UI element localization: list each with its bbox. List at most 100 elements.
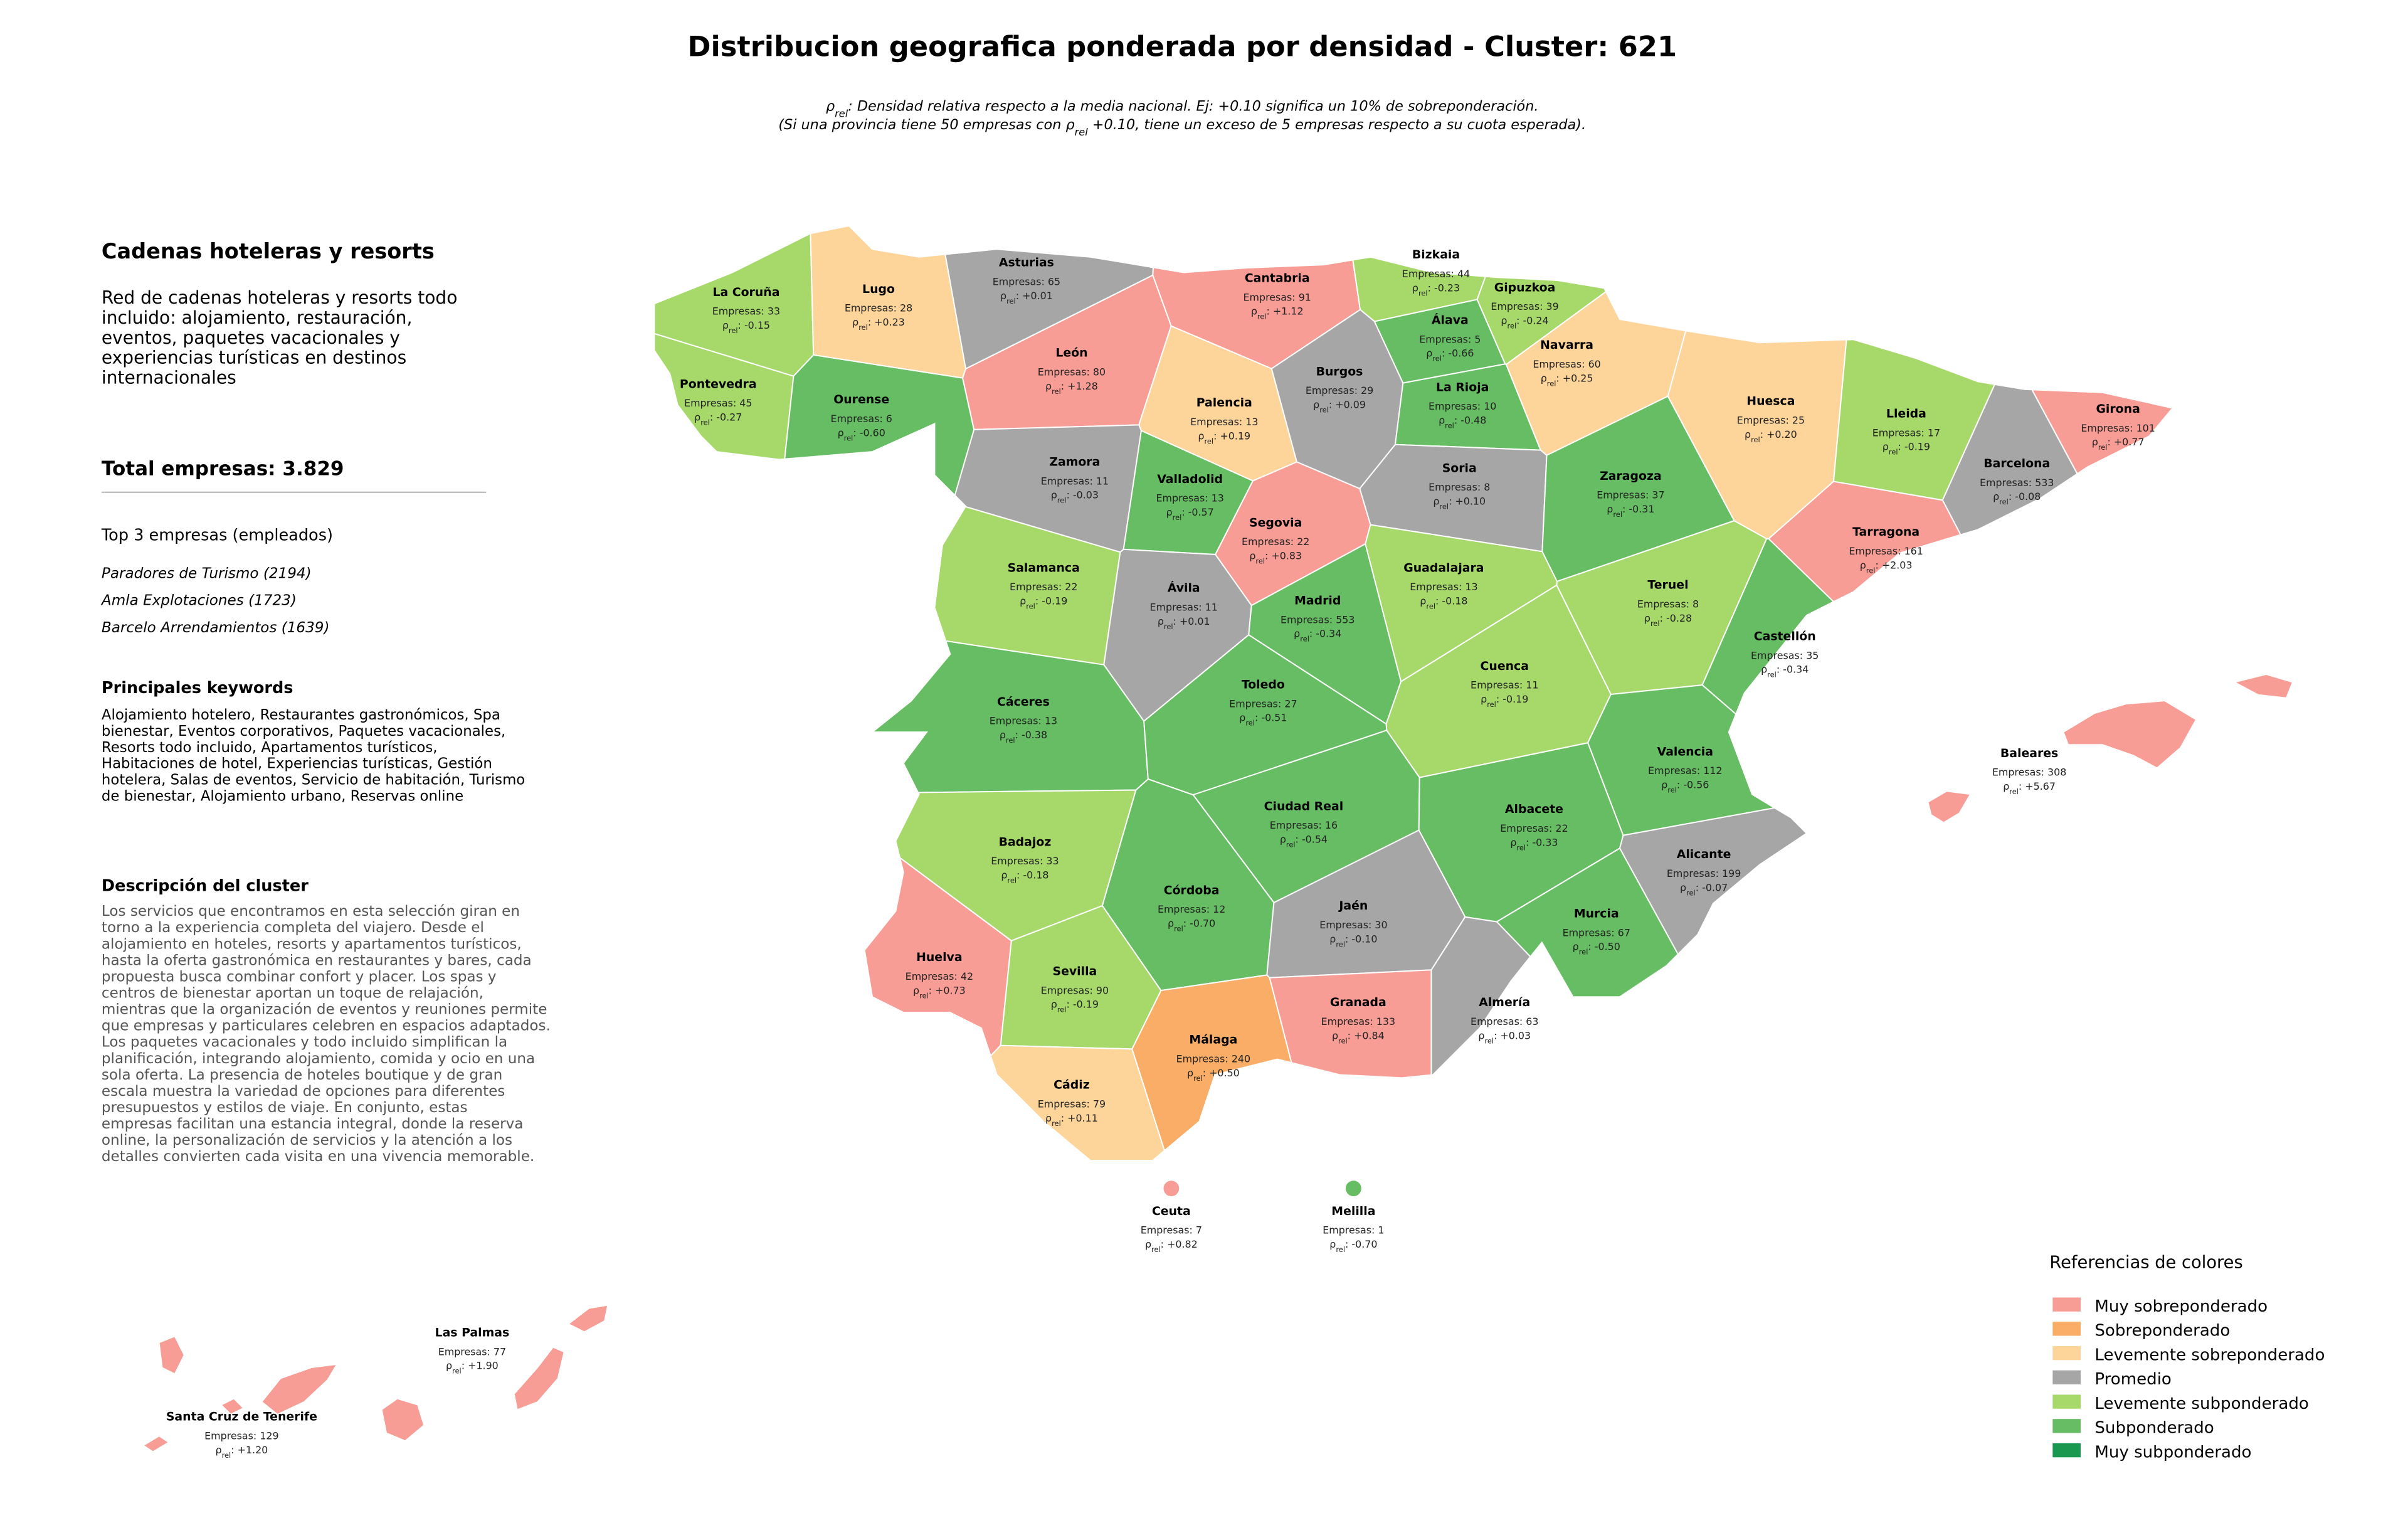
province-name: Las Palmas xyxy=(435,1326,510,1340)
count-prefix: Empresas: xyxy=(1471,679,1526,691)
rho-symbol: ρ xyxy=(1249,549,1255,561)
rho-subscript: rel xyxy=(1866,566,1876,575)
province-count: Empresas: 29 xyxy=(1306,385,1373,396)
province-name: Lugo xyxy=(862,282,895,296)
rho-separator: : xyxy=(1161,1238,1167,1250)
province-rho: ρrel: -0.27 xyxy=(694,411,742,427)
province-rho: ρrel: -0.19 xyxy=(1883,441,1930,457)
province-name: Asturias xyxy=(999,256,1054,270)
rho-subscript: rel xyxy=(858,323,868,332)
rho-symbol: ρ xyxy=(838,427,844,438)
summary-line: eventos, paquetes vacacionales y xyxy=(102,327,400,348)
province-name: Ávila xyxy=(1168,581,1200,595)
province-rho: ρrel: -0.70 xyxy=(1329,1238,1377,1254)
rho-separator: : xyxy=(1696,881,1702,893)
top-title: Top 3 empresas (empleados) xyxy=(101,526,333,545)
rho-symbol: ρ xyxy=(694,411,700,423)
province-rho: ρrel: -0.60 xyxy=(838,427,885,442)
province-rho: ρrel: +0.83 xyxy=(1249,549,1302,565)
province-name: Burgos xyxy=(1316,364,1363,378)
description-line: alojamiento en hoteles, resorts y aparta… xyxy=(102,936,522,952)
rho-symbol: ρ xyxy=(1020,595,1026,607)
province-name: Segovia xyxy=(1249,516,1302,529)
province-name: Bizkaia xyxy=(1412,248,1460,262)
count-value: 240 xyxy=(1232,1053,1250,1065)
province-count: Empresas: 16 xyxy=(1270,819,1338,831)
description-line: torno a la experiencia completa del viaj… xyxy=(102,920,484,936)
count-value: 8 xyxy=(1484,481,1490,493)
rho-value: +0.09 xyxy=(1335,399,1366,411)
total: Total empresas: 3.829 xyxy=(102,457,344,480)
province-rho: ρrel: +0.11 xyxy=(1045,1112,1098,1128)
rho-symbol: ρ xyxy=(1661,778,1667,790)
rho-separator: : xyxy=(1898,441,1904,453)
count-prefix: Empresas: xyxy=(1321,1016,1376,1027)
province-name: La Coruña xyxy=(712,285,779,299)
rho-value: -0.70 xyxy=(1190,917,1215,929)
description-line: empresas facilitan una estancia integral… xyxy=(102,1116,524,1132)
province-name: Gipuzkoa xyxy=(1494,280,1556,294)
rho-subscript: rel xyxy=(1686,888,1696,897)
rho-subscript: rel xyxy=(1052,387,1061,396)
province-name: Cuenca xyxy=(1481,659,1529,673)
province-rho: ρrel: -0.15 xyxy=(722,319,770,335)
rho-value: +0.50 xyxy=(1209,1067,1240,1079)
province-rho: ρrel: +1.12 xyxy=(1251,305,1304,321)
count-value: 5 xyxy=(1474,333,1481,345)
province-count: Empresas: 44 xyxy=(1402,268,1470,280)
province-name: Valencia xyxy=(1657,745,1713,758)
count-value: 11 xyxy=(1205,601,1218,613)
province-count: Empresas: 60 xyxy=(1533,358,1600,370)
province-rho: ρrel: +1.20 xyxy=(216,1444,268,1460)
rho-separator: : xyxy=(738,319,744,331)
rho-separator: : xyxy=(1061,380,1067,392)
description-line: propuesta busca combinar confort y place… xyxy=(102,968,497,985)
province-name: Cantabria xyxy=(1245,271,1310,285)
rho-symbol: ρ xyxy=(1294,628,1300,640)
rho-subscript: rel xyxy=(1516,843,1526,852)
rho-symbol: ρ xyxy=(1607,503,1613,515)
rho-value: -0.48 xyxy=(1460,414,1486,426)
rho-value: -0.57 xyxy=(1188,506,1214,518)
rho-subscript: rel xyxy=(1667,785,1677,794)
rho-subscript: rel xyxy=(1319,406,1329,415)
province-count: Empresas: 28 xyxy=(845,302,912,314)
province-name: Santa Cruz de Tenerife xyxy=(166,1410,317,1424)
summary-line: experiencias turísticas en destinos xyxy=(102,348,406,368)
rho-separator: : xyxy=(1516,315,1523,327)
province-name: Almería xyxy=(1479,995,1530,1009)
province-count: Empresas: 33 xyxy=(712,305,780,317)
rho-separator: : xyxy=(1345,1238,1351,1250)
rho-symbol: ρ xyxy=(1644,612,1650,624)
rho-symbol: ρ xyxy=(1478,1029,1484,1041)
count-value: 308 xyxy=(2047,767,2066,778)
count-prefix: Empresas: xyxy=(991,855,1046,867)
rho-separator: : xyxy=(1454,414,1460,426)
count-value: 199 xyxy=(1722,867,1741,879)
rho-separator: : xyxy=(1329,399,1335,411)
province-count: Empresas: 22 xyxy=(1242,536,1309,548)
rho-subscript: rel xyxy=(1889,448,1898,457)
rho-value: +5.67 xyxy=(2025,780,2056,792)
rho-value: -0.07 xyxy=(1702,881,1728,893)
rho-value: +1.12 xyxy=(1273,305,1304,317)
rho-value: +0.83 xyxy=(1271,549,1302,561)
keywords-line: bienestar, Eventos corporativos, Paquete… xyxy=(102,723,505,740)
rho-subscript: rel xyxy=(1579,948,1588,957)
legend-label: Promedio xyxy=(2094,1370,2172,1389)
province-rho: ρrel: +0.20 xyxy=(1745,428,1797,444)
rho-symbol: ρ xyxy=(1051,489,1057,501)
count-value: 30 xyxy=(1375,919,1387,931)
rho-symbol: ρ xyxy=(722,319,729,331)
description-line: sola oferta. La presencia de hoteles bou… xyxy=(102,1067,502,1083)
rho-value: -0.15 xyxy=(744,319,770,331)
count-prefix: Empresas: xyxy=(1319,919,1375,931)
count-prefix: Empresas: xyxy=(1849,545,1904,557)
rho-symbol: ρ xyxy=(1761,664,1767,676)
map xyxy=(142,225,2293,1453)
description-line: detalles convierten cada visita en una v… xyxy=(102,1149,534,1165)
legend-label: Muy sobreponderado xyxy=(2094,1297,2268,1316)
count-value: 67 xyxy=(1618,926,1630,938)
rho-symbol: ρ xyxy=(1000,290,1006,302)
